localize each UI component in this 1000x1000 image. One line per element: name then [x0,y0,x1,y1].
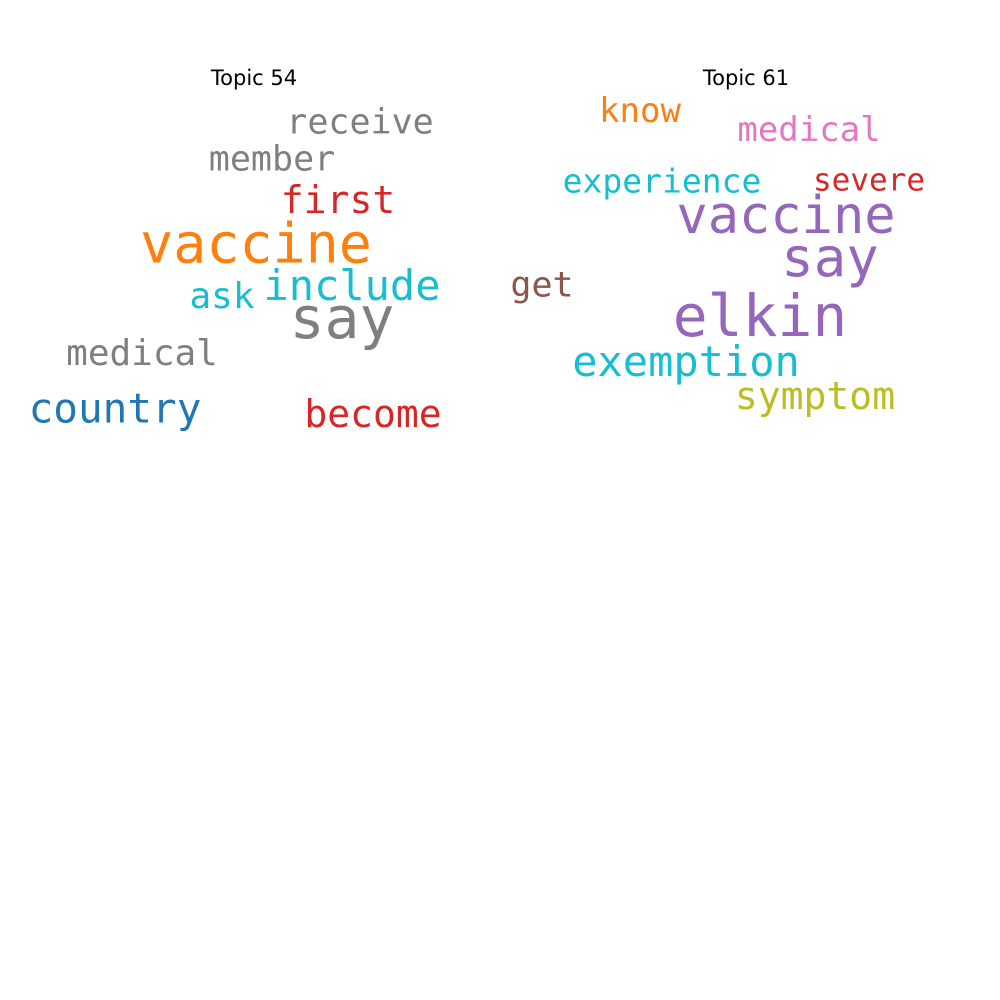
cloud-word: vaccine [140,211,372,276]
cloud-word: become [304,392,442,436]
cloud-word: ask [189,276,255,317]
cloud-word: say [289,284,395,352]
word-cloud-topic-61: Topic 61 know medical experience severe … [500,0,1000,460]
cloud-word: severe [813,162,925,199]
cloud-word: include [263,261,441,310]
cloud-word: first [280,178,396,222]
cloud-word: experience [562,161,762,201]
cloud-word: know [599,91,681,131]
cloud-word: exemption [572,337,800,386]
cloud-word: member [208,139,336,180]
cloud-word: elkin [672,282,848,350]
cloud-word: say [781,226,879,289]
cloud-title: Topic 54 [210,66,298,90]
cloud-word: country [28,384,202,433]
cloud-word: receive [286,102,434,143]
cloud-title: Topic 61 [702,66,790,90]
word-cloud-topic-54: Topic 54 receive member first vaccine in… [0,0,500,460]
cloud-word: medical [66,333,218,374]
cloud-word: symptom [734,374,896,418]
cloud-word: get [510,265,574,306]
cloud-word: vaccine [676,186,896,246]
cloud-word: medical [737,110,881,150]
